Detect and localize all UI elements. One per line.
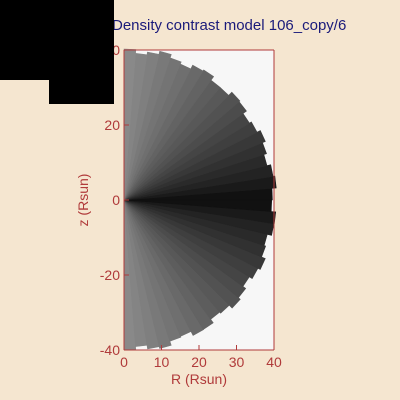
y-tick-label: -20 — [100, 267, 120, 283]
chart-title: Density contrast model 106_copy/6 — [112, 17, 346, 34]
x-ticks: 0 10 20 30 40 — [120, 345, 282, 370]
x-tick-label: 10 — [154, 354, 170, 370]
y-tick-label: -40 — [100, 342, 120, 358]
y-tick-label: 0 — [112, 192, 120, 208]
occluding-overlay — [0, 0, 114, 104]
y-tick-label: 20 — [104, 117, 120, 133]
x-axis-label: R (Rsun) — [171, 371, 227, 387]
x-tick-label: 30 — [229, 354, 245, 370]
x-tick-label: 0 — [120, 354, 128, 370]
x-tick-label: 40 — [266, 354, 282, 370]
y-axis-label: z (Rsun) — [75, 174, 91, 227]
x-tick-label: 20 — [191, 354, 207, 370]
density-map — [123, 48, 277, 351]
